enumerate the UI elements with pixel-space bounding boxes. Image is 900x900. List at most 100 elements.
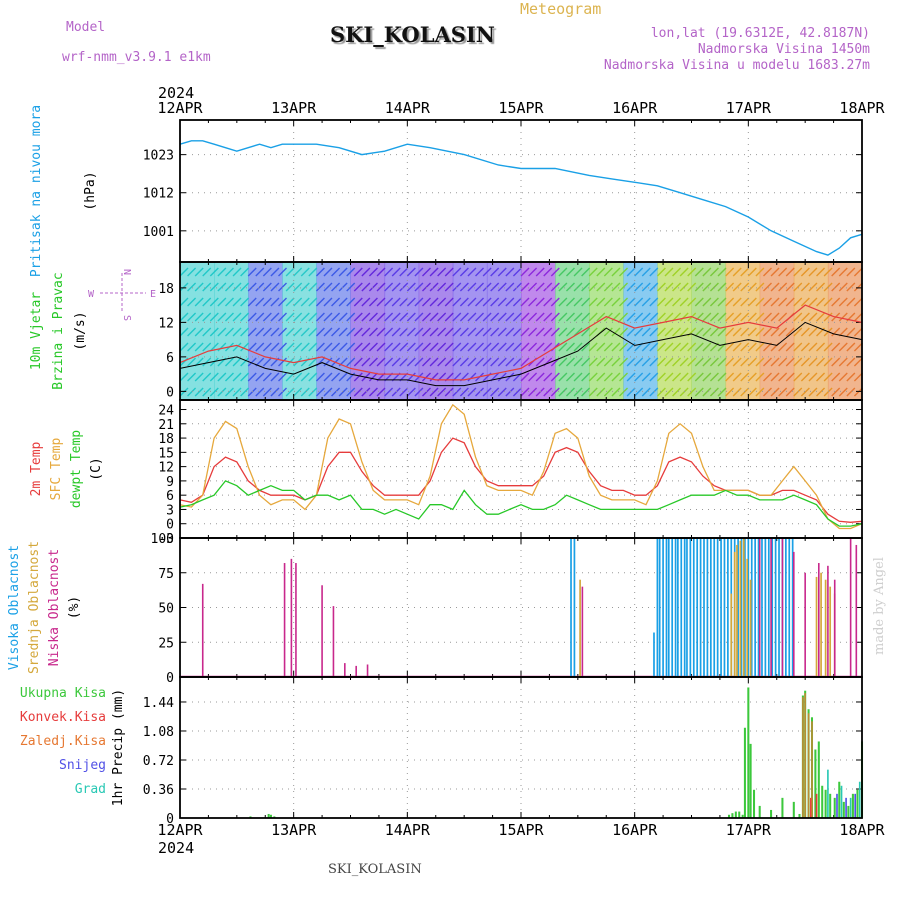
wind-barb xyxy=(619,372,629,382)
wind-barb xyxy=(467,342,477,352)
wind-barb xyxy=(694,297,704,307)
wind-barb xyxy=(603,297,613,307)
wind-barb xyxy=(694,267,704,277)
wind-barb xyxy=(240,267,250,277)
wind-barb xyxy=(512,267,522,277)
wind-barb xyxy=(558,387,568,397)
wind-barb xyxy=(391,267,401,277)
wind-barb xyxy=(414,267,424,277)
wind-barb xyxy=(270,342,280,352)
wind-barb xyxy=(793,342,803,352)
wind-barb xyxy=(611,267,621,277)
wind-barb xyxy=(709,357,719,367)
wind-barb xyxy=(603,357,613,367)
wind-barb xyxy=(747,372,757,382)
wind-barb xyxy=(740,387,750,397)
wind-barb xyxy=(505,312,515,322)
wind-barb xyxy=(262,267,272,277)
wind-barb xyxy=(785,327,795,337)
wind-barb xyxy=(747,357,757,367)
cloud-bar xyxy=(716,538,719,677)
wind-barb xyxy=(565,387,575,397)
wind-barb xyxy=(702,327,712,337)
wind-barb xyxy=(323,372,333,382)
wind-barb xyxy=(528,267,538,277)
wind-barb xyxy=(619,387,629,397)
wind-barb xyxy=(293,342,303,352)
wind-barb xyxy=(573,282,583,292)
wind-barb xyxy=(353,282,363,292)
wind-barb xyxy=(240,282,250,292)
wind-barb xyxy=(596,372,606,382)
cloud-bar xyxy=(696,538,699,677)
wind-barb xyxy=(725,357,735,367)
wind-barb xyxy=(808,282,818,292)
wind-barb xyxy=(497,312,507,322)
precip-bar xyxy=(770,809,773,818)
wind-barb xyxy=(308,327,318,337)
wind-barb xyxy=(308,387,318,397)
cloud-bar xyxy=(573,538,576,677)
cloud-bar xyxy=(730,593,733,677)
wind-barb xyxy=(368,297,378,307)
wind-barb xyxy=(209,327,219,337)
wind-barb xyxy=(384,387,394,397)
wind-barb xyxy=(649,282,659,292)
wind-barb xyxy=(437,297,447,307)
wind-barb xyxy=(687,387,697,397)
cloud-bar xyxy=(736,544,738,677)
wind-barb xyxy=(300,297,310,307)
wind-barb xyxy=(270,297,280,307)
wind-barb xyxy=(293,327,303,337)
wind-barb xyxy=(619,267,629,277)
wind-barb xyxy=(535,267,545,277)
wind-barb xyxy=(224,387,234,397)
wind-barb xyxy=(528,387,538,397)
wind-barb xyxy=(247,327,257,337)
wind-barb xyxy=(421,312,431,322)
wind-barb xyxy=(694,312,704,322)
wind-barb xyxy=(376,387,386,397)
wind-barb xyxy=(353,267,363,277)
wind-barb xyxy=(490,297,500,307)
wind-barb xyxy=(800,312,810,322)
wind-barb xyxy=(429,282,439,292)
wind-barb xyxy=(740,342,750,352)
wind-barb xyxy=(679,297,689,307)
y-tick-label: 0 xyxy=(166,812,174,827)
wind-barb xyxy=(429,297,439,307)
wind-barb xyxy=(338,327,348,337)
wind-barb xyxy=(831,282,841,292)
wind-barb xyxy=(224,327,234,337)
precip-bar xyxy=(845,797,847,818)
wind-barb xyxy=(270,387,280,397)
wind-barb xyxy=(679,267,689,277)
wind-barb xyxy=(528,297,538,307)
wind-barb xyxy=(558,267,568,277)
wind-barb xyxy=(838,297,848,307)
wind-barb xyxy=(240,357,250,367)
x-tick-label-bottom: 13APR xyxy=(271,821,317,839)
cloud-bar xyxy=(332,606,335,677)
wind-barb xyxy=(475,282,485,292)
cloud-bar xyxy=(579,579,581,677)
wind-barb xyxy=(346,342,356,352)
wind-barb xyxy=(656,387,666,397)
wind-barb xyxy=(853,297,863,307)
wind-barb xyxy=(391,297,401,307)
wind-barb xyxy=(823,312,833,322)
y-axis-label: 1hr Precip (mm) xyxy=(111,689,126,806)
wind-barb xyxy=(778,282,788,292)
wind-barb xyxy=(800,387,810,397)
wind-barb xyxy=(664,342,674,352)
wind-barb xyxy=(308,297,318,307)
wind-barb xyxy=(224,372,234,382)
wind-barb xyxy=(278,267,288,277)
wind-barb xyxy=(467,387,477,397)
precip-bar xyxy=(752,789,756,818)
wind-barb xyxy=(755,267,765,277)
wind-barb xyxy=(709,387,719,397)
wind-barb xyxy=(497,267,507,277)
wind-barb xyxy=(528,372,538,382)
wind-barb xyxy=(361,282,371,292)
